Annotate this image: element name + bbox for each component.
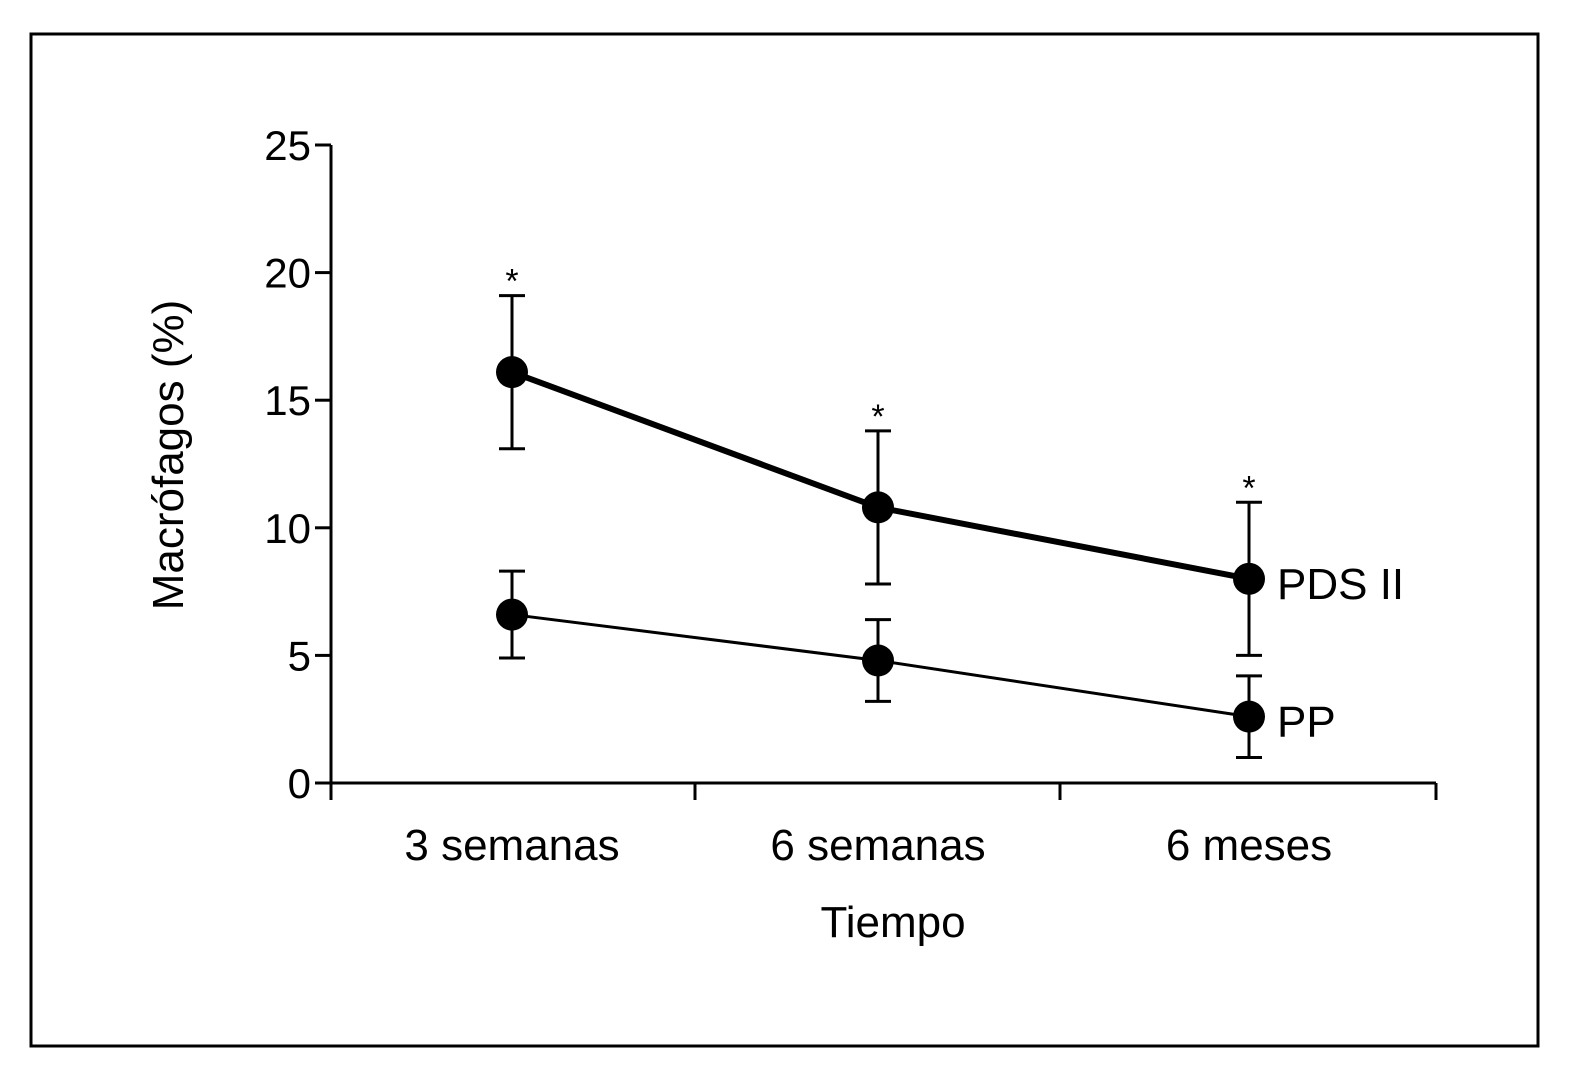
data-point	[1233, 562, 1265, 595]
x-tick-label: 6 meses	[1166, 821, 1332, 870]
data-point	[862, 644, 894, 677]
x-axis-label: Tiempo	[820, 898, 965, 947]
data-point	[496, 356, 528, 389]
y-tick-label: 25	[264, 122, 311, 169]
y-tick-label: 10	[264, 505, 311, 552]
data-point	[862, 491, 894, 524]
series-label: PP	[1277, 698, 1336, 747]
plot-marks: * * * PDS II PP	[496, 263, 1404, 759]
x-tick-label: 6 semanas	[770, 821, 985, 870]
significance-marker: *	[1242, 469, 1255, 507]
series-label: PDS II	[1277, 560, 1404, 609]
axes: 0 5 10 15 20 25 3 semanas 6 semanas 6 meses	[264, 122, 1438, 870]
y-tick-label: 5	[288, 632, 311, 679]
significance-marker: *	[871, 398, 884, 436]
y-tick-label: 0	[288, 760, 311, 807]
data-point	[1233, 700, 1265, 733]
data-point	[496, 598, 528, 631]
y-tick-label: 20	[264, 250, 311, 297]
figure-frame	[29, 32, 1540, 1048]
x-tick-label: 3 semanas	[404, 821, 619, 870]
y-tick-label: 15	[264, 377, 311, 424]
y-axis-label: Macrófagos (%)	[144, 300, 193, 611]
significance-marker: *	[505, 263, 518, 301]
